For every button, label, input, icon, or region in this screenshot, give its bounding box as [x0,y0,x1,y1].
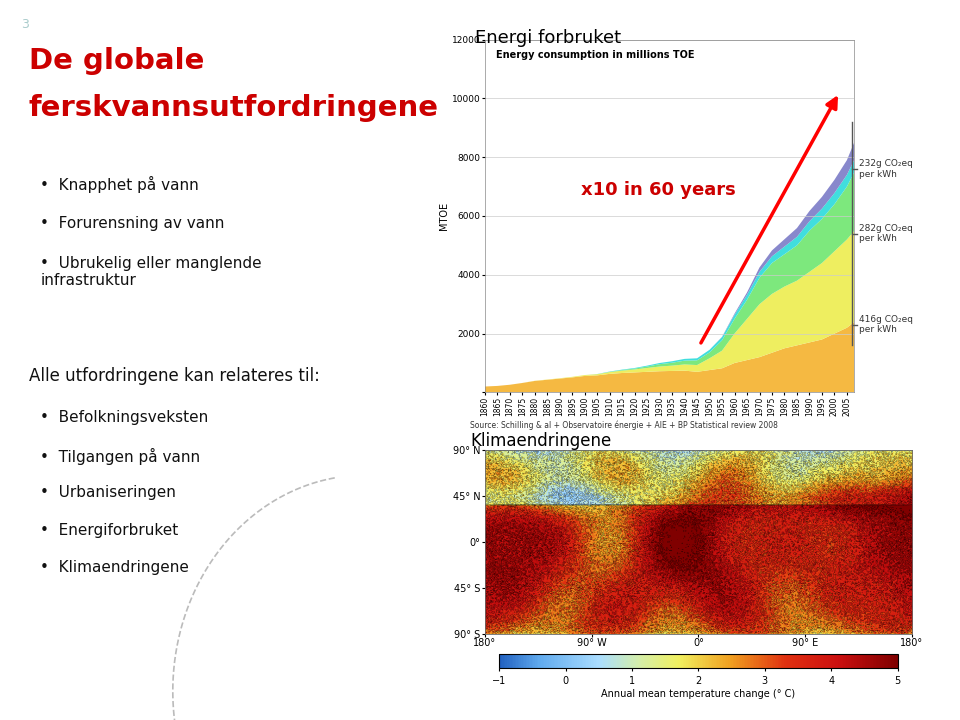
Text: Energi forbruket: Energi forbruket [475,29,621,47]
Text: •  Forurensning av vann: • Forurensning av vann [40,216,225,231]
Text: •  Knapphet på vann: • Knapphet på vann [40,176,199,194]
Y-axis label: MTOE: MTOE [439,202,449,230]
Text: Alle utfordringene kan relateres til:: Alle utfordringene kan relateres til: [29,367,320,385]
Text: •  Urbaniseringen: • Urbaniseringen [40,485,177,500]
Text: www.ntnu.no: www.ntnu.no [17,692,132,706]
Text: 416g CO₂eq
per kWh: 416g CO₂eq per kWh [859,315,913,335]
Text: 282g CO₂eq
per kWh: 282g CO₂eq per kWh [859,224,913,243]
Text: •  Befolkningsveksten: • Befolkningsveksten [40,410,208,426]
Text: Source: Schilling & al + Observatoire énergie + AIE + BP Statistical review 2008: Source: Schilling & al + Observatoire én… [470,420,779,430]
Text: Energy consumption in millions TOE: Energy consumption in millions TOE [496,50,694,60]
X-axis label: Annual mean temperature change (° C): Annual mean temperature change (° C) [601,688,796,698]
Text: •  Tilgangen på vann: • Tilgangen på vann [40,448,201,465]
Text: x10 in 60 years: x10 in 60 years [581,181,735,199]
Text: Klimaendringene: Klimaendringene [470,432,612,450]
Text: •  Ubrukelig eller manglende
infrastruktur: • Ubrukelig eller manglende infrastruktu… [40,256,262,288]
Legend: Coal, Oil, Gas, Hydro, Nuclear: Coal, Oil, Gas, Hydro, Nuclear [529,485,751,501]
Text: ferskvannsutfordringene: ferskvannsutfordringene [29,94,439,122]
Text: 3: 3 [21,18,29,31]
Text: •  Klimaendringene: • Klimaendringene [40,560,189,575]
Text: 232g CO₂eq
per kWh: 232g CO₂eq per kWh [859,159,913,179]
Text: De globale: De globale [29,47,204,75]
Text: •  Energiforbruket: • Energiforbruket [40,523,179,538]
